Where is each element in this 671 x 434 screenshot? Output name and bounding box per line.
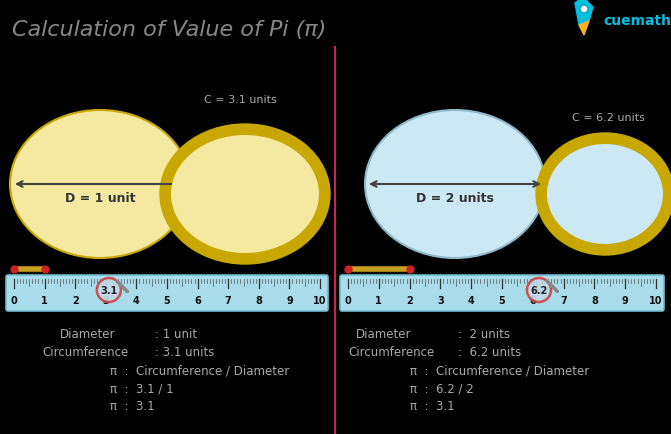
Text: D = 2 units: D = 2 units xyxy=(416,192,494,205)
FancyBboxPatch shape xyxy=(6,275,328,311)
Text: 10: 10 xyxy=(650,295,663,305)
Text: 5: 5 xyxy=(164,295,170,305)
Text: 3: 3 xyxy=(437,295,444,305)
Text: Diameter: Diameter xyxy=(356,328,411,341)
Text: π  :  3.1 / 1: π : 3.1 / 1 xyxy=(110,381,174,395)
Text: 4: 4 xyxy=(133,295,140,305)
Text: 3.1: 3.1 xyxy=(100,285,117,295)
Text: :  6.2 units: : 6.2 units xyxy=(458,346,521,358)
Text: 2: 2 xyxy=(406,295,413,305)
Text: : 3.1 units: : 3.1 units xyxy=(155,346,214,358)
Text: Circumference: Circumference xyxy=(348,346,434,358)
Text: 9: 9 xyxy=(622,295,629,305)
Text: 0: 0 xyxy=(345,295,352,305)
Ellipse shape xyxy=(536,134,671,256)
Text: 1: 1 xyxy=(376,295,382,305)
Text: C = 6.2 units: C = 6.2 units xyxy=(572,113,644,123)
Text: cuemath: cuemath xyxy=(603,14,671,28)
Text: D = 1 unit: D = 1 unit xyxy=(64,192,136,205)
Text: π  :  3.1: π : 3.1 xyxy=(110,400,154,413)
Text: 0: 0 xyxy=(11,295,17,305)
Text: Circumference: Circumference xyxy=(42,346,128,358)
Text: 9: 9 xyxy=(286,295,293,305)
Text: Diameter: Diameter xyxy=(60,328,115,341)
Ellipse shape xyxy=(160,125,330,264)
Text: 8: 8 xyxy=(591,295,598,305)
Text: 7: 7 xyxy=(225,295,231,305)
Text: 5: 5 xyxy=(499,295,505,305)
Text: C = 3.1 units: C = 3.1 units xyxy=(203,95,276,105)
Text: 6.2: 6.2 xyxy=(530,285,548,295)
Text: Calculation of Value of Pi (π): Calculation of Value of Pi (π) xyxy=(12,20,326,40)
Text: 10: 10 xyxy=(313,295,327,305)
Text: 8: 8 xyxy=(256,295,262,305)
Text: 7: 7 xyxy=(560,295,567,305)
Circle shape xyxy=(527,278,551,302)
Text: π  :  3.1: π : 3.1 xyxy=(410,400,455,413)
Ellipse shape xyxy=(547,145,663,244)
Text: 6: 6 xyxy=(529,295,536,305)
Text: : 1 unit: : 1 unit xyxy=(155,328,197,341)
Text: π  :  Circumference / Diameter: π : Circumference / Diameter xyxy=(110,364,289,377)
Text: 1: 1 xyxy=(41,295,48,305)
Text: 6: 6 xyxy=(194,295,201,305)
Circle shape xyxy=(580,6,588,14)
Text: :  2 units: : 2 units xyxy=(458,328,510,341)
Ellipse shape xyxy=(171,136,319,253)
Text: 2: 2 xyxy=(72,295,79,305)
Text: π  :  Circumference / Diameter: π : Circumference / Diameter xyxy=(410,364,589,377)
Text: 4: 4 xyxy=(468,295,474,305)
Text: π  :  6.2 / 2: π : 6.2 / 2 xyxy=(410,381,474,395)
Ellipse shape xyxy=(10,111,190,258)
Polygon shape xyxy=(575,0,593,26)
FancyBboxPatch shape xyxy=(340,275,664,311)
Polygon shape xyxy=(579,22,589,36)
Circle shape xyxy=(97,278,121,302)
Ellipse shape xyxy=(365,111,545,258)
Text: 3: 3 xyxy=(103,295,109,305)
